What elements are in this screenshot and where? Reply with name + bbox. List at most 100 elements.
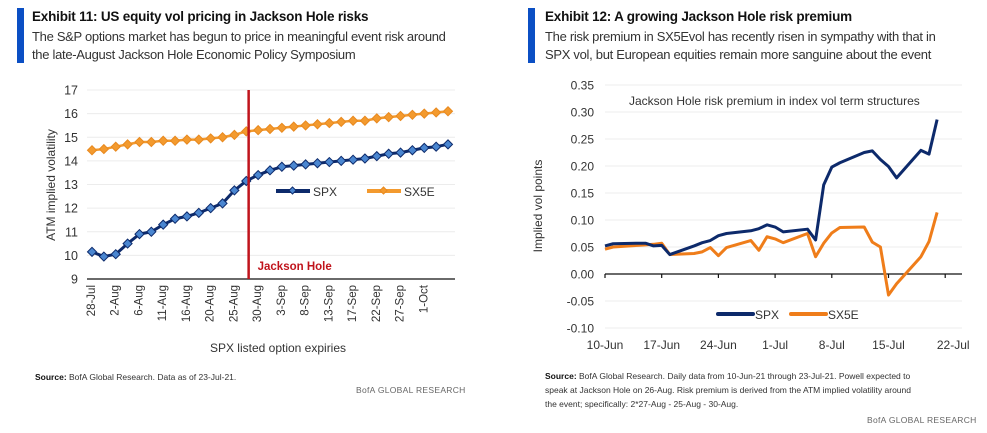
legend-spx-label: SPX xyxy=(313,185,337,199)
y-tick-label: 13 xyxy=(64,178,78,192)
y-tick-label: 14 xyxy=(64,154,78,168)
exhibit-12-source: Source: BofA Global Research. Daily data… xyxy=(545,369,911,411)
x-tick-label: 13-Sep xyxy=(323,285,335,322)
series-sx5e-point xyxy=(395,110,406,122)
series-spx-point xyxy=(217,198,228,209)
source-line-1: BofA Global Research. Daily data from 10… xyxy=(576,371,911,381)
series-spx-point xyxy=(419,142,430,154)
y-tick-label: 15 xyxy=(64,131,78,145)
series-sx5e-point xyxy=(264,123,276,135)
legend-spx-label: SPX xyxy=(755,308,779,322)
y-tick-label: 12 xyxy=(64,202,78,216)
y-tick-label: 17 xyxy=(64,84,78,98)
exhibit-12-panel: Exhibit 12: A growing Jackson Hole risk … xyxy=(500,0,987,433)
y-tick-label: 0.25 xyxy=(571,133,595,147)
brand-footer: BofA GLOBAL RESEARCH xyxy=(867,415,977,425)
series-sx5e-line xyxy=(604,212,939,297)
series-spx-point xyxy=(359,153,371,164)
exhibit-11-subtitle-line-1: The S&P options market has begun to pric… xyxy=(32,29,446,44)
y-tick-label: 0.30 xyxy=(571,106,595,120)
y-tick-label: 10 xyxy=(64,249,78,263)
jackson-hole-annotation: Jackson Hole xyxy=(258,261,332,273)
exhibit-11-subtitle-line-2: the late-August Jackson Hole Economic Po… xyxy=(32,47,356,62)
series-sx5e-point xyxy=(371,113,383,124)
series-spx-point xyxy=(146,226,157,237)
series-spx-point xyxy=(110,248,121,260)
series-spx-line xyxy=(604,119,939,257)
series-spx-point xyxy=(122,238,133,249)
y-tick-label: 0.15 xyxy=(571,187,595,201)
series-sx5e-point xyxy=(300,120,311,131)
legend-sx5e-marker xyxy=(379,186,388,195)
y-tick-label: 0.20 xyxy=(571,160,595,174)
series-spx-point xyxy=(252,169,264,181)
series-spx-point xyxy=(312,158,323,169)
series-sx5e-point xyxy=(146,136,157,148)
series-sx5e-point xyxy=(442,106,454,117)
series-spx-point xyxy=(324,156,335,168)
series-spx-point xyxy=(335,155,347,167)
series-spx-point xyxy=(442,139,454,150)
y-tick-label: 0.05 xyxy=(571,241,595,255)
exhibit-12-subtitle-line-2: SPX vol, but European equities remain mo… xyxy=(545,47,932,62)
x-tick-label: 17-Sep xyxy=(347,285,359,322)
y-tick-label: 11 xyxy=(65,225,78,239)
series-spx-point xyxy=(157,219,169,230)
series-sx5e-point xyxy=(86,145,98,156)
exhibit-11-chart: 9 10 11 12 13 14 15 16 17 28-Jul 2-Aug 6-Aug 11-Aug… xyxy=(44,84,455,355)
series-spx-point xyxy=(98,251,110,262)
y-axis-label: ATM implied volatility xyxy=(44,129,58,241)
y-axis-label: Implied vol points xyxy=(531,160,545,253)
brand-footer: BofA GLOBAL RESEARCH xyxy=(356,385,466,395)
chart-title: Jackson Hole risk premium in index vol t… xyxy=(629,94,920,108)
x-tick-label: 1-Oct xyxy=(418,284,430,313)
x-tick-label: 25-Aug xyxy=(228,285,240,322)
series-spx-point xyxy=(383,148,394,160)
x-axis-label: SPX listed option expiries xyxy=(210,341,346,355)
series-sx5e-point xyxy=(324,117,335,129)
x-tick-label: 8-Jul xyxy=(819,338,845,352)
series-sx5e-point xyxy=(157,135,169,147)
series-spx-point xyxy=(347,154,359,165)
series-spx-point xyxy=(229,185,240,196)
x-tick-label: 30-Aug xyxy=(252,285,264,322)
series-sx5e-point xyxy=(169,135,181,147)
exhibit-11-title: Exhibit 11: US equity vol pricing in Jac… xyxy=(32,9,369,24)
x-tick-label: 3-Sep xyxy=(276,285,288,316)
series-spx-point xyxy=(193,207,205,219)
series-spx-point xyxy=(288,160,299,171)
legend: SPX SX5E xyxy=(276,185,435,199)
series-spx-point xyxy=(395,147,406,158)
y-tick-label: -0.10 xyxy=(567,322,595,336)
series-sx5e-point xyxy=(407,109,418,121)
x-tick-label: 17-Jun xyxy=(643,338,680,352)
series-spx-point xyxy=(86,246,98,258)
exhibit-11-panel: Exhibit 11: US equity vol pricing in Jac… xyxy=(0,0,490,433)
series-sx5e-point xyxy=(359,115,371,126)
accent-bar xyxy=(528,8,535,63)
series-spx-point xyxy=(300,159,311,170)
exhibit-12-title: Exhibit 12: A growing Jackson Hole risk … xyxy=(545,9,852,24)
x-tick-label: 11-Aug xyxy=(157,285,169,321)
series-spx-point xyxy=(430,141,442,152)
source-label: Source: xyxy=(35,372,67,382)
legend-sx5e-label: SX5E xyxy=(404,185,435,199)
series-spx-point xyxy=(205,202,216,214)
series-spx-point xyxy=(134,228,145,240)
source-line-3: the event; specifically: 2*27-Aug - 25-A… xyxy=(545,399,739,409)
x-tick-label: 6-Aug xyxy=(133,285,145,316)
series-sx5e-point xyxy=(335,116,347,128)
x-tick-label: 27-Sep xyxy=(395,285,407,322)
x-tick-label: 2-Aug xyxy=(110,285,122,316)
series-sx5e-point xyxy=(229,129,240,141)
y-tick-label: 0.00 xyxy=(571,268,595,282)
series-spx-point xyxy=(169,213,181,224)
source-line-2: speak at Jackson Hole on 26-Aug. Risk pr… xyxy=(545,385,911,395)
series-sx5e-point xyxy=(383,111,394,123)
source-label: Source: xyxy=(545,371,577,381)
series-sx5e-point xyxy=(217,132,228,143)
y-tick-label: -0.05 xyxy=(567,295,595,309)
exhibit-12-subtitle-line-1: The risk premium in SX5Evol has recently… xyxy=(545,29,936,44)
series-sx5e-point xyxy=(205,133,216,144)
x-tick-label: 22-Jul xyxy=(937,338,970,352)
